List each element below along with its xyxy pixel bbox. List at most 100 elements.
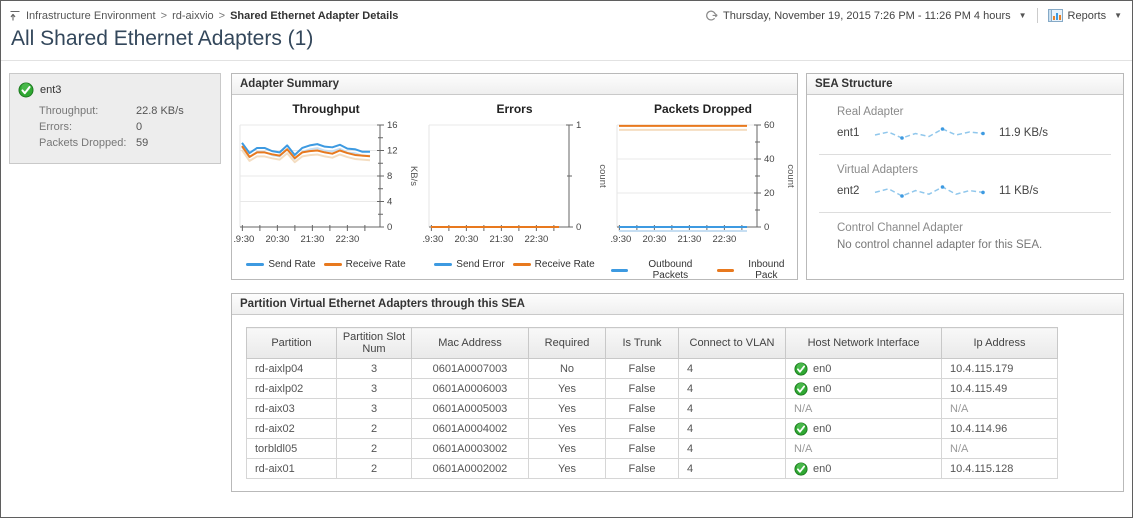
legend-swatch <box>512 263 531 266</box>
svg-text:0: 0 <box>576 222 581 233</box>
chart-legend: Send Error Receive Rate <box>423 259 607 270</box>
chart-legend: Send Rate Receive Rate <box>234 259 418 270</box>
sparkline <box>871 181 989 201</box>
divider <box>1036 8 1038 23</box>
chart-canvas: 0 1 count 19:30 20:30 21:30 22:30 <box>419 117 608 260</box>
legend-swatch <box>611 268 628 272</box>
cell-host-interface: en0 <box>785 418 942 439</box>
metric-label: Throughput: <box>39 105 99 117</box>
cell-is-trunk: False <box>605 378 679 399</box>
throughput-chart: Throughput 0 4 8 12 16 KB/s 19:30 20:30 21:30 22:… <box>230 100 419 281</box>
tile-metric-errors: Errors: 0 <box>39 121 212 133</box>
hierarchy-up-icon[interactable] <box>9 10 21 22</box>
svg-text:21:30: 21:30 <box>300 234 324 245</box>
cell-is-trunk: False <box>605 438 679 459</box>
metric-value: 59 <box>136 137 149 149</box>
column-header-required[interactable]: Required <box>528 327 606 359</box>
cell-host-interface: N/A <box>785 398 942 419</box>
svg-text:22:30: 22:30 <box>712 234 736 245</box>
adapter-tile-ent3[interactable]: ent3 Throughput: 22.8 KB/s Errors: 0 Pac… <box>9 73 221 164</box>
cell-required: Yes <box>528 458 606 479</box>
reports-menu[interactable]: Reports ▼ <box>1047 9 1122 22</box>
status-ok-icon <box>794 461 808 476</box>
legend-label: Send Rate <box>268 259 316 270</box>
cell-required: Yes <box>528 398 606 419</box>
time-range-label: Thursday, November 19, 2015 7:26 PM - 11… <box>723 9 1011 22</box>
legend-item: Send Rate <box>246 259 316 270</box>
svg-text:19:30: 19:30 <box>234 234 254 245</box>
breadcrumb-item-rd-aixvio[interactable]: rd-aixvio <box>172 9 214 22</box>
adapter-name: ent3 <box>40 84 62 96</box>
svg-text:8: 8 <box>387 171 392 182</box>
content-area: ent3 Throughput: 22.8 KB/s Errors: 0 Pac… <box>1 61 1132 492</box>
sea-control-channel-section: Control Channel Adapter No control chann… <box>819 213 1111 262</box>
reports-icon <box>1047 9 1063 22</box>
svg-text:20:30: 20:30 <box>454 234 478 245</box>
sea-virtual-adapters-section: Virtual Adapters ent2 11 KB/s <box>819 155 1111 213</box>
breadcrumb-separator: > <box>160 9 168 22</box>
cell-vlan: 4 <box>678 458 786 479</box>
cell-vlan: 4 <box>678 418 786 439</box>
svg-text:count: count <box>597 164 607 188</box>
adapter-rate-value: 11.9 KB/s <box>999 127 1049 139</box>
cell-partition: rd-aixlp02 <box>246 378 337 399</box>
breadcrumb-item-infrastructure-environment[interactable]: Infrastructure Environment <box>26 9 156 22</box>
cell-slot-num: 3 <box>336 398 412 419</box>
column-header-is-trunk[interactable]: Is Trunk <box>605 327 679 359</box>
table-row[interactable]: rd-aix01 2 0601A0002002 Yes False 4 en0 10.4.11… <box>246 458 1058 479</box>
legend-item: Receive Rate <box>323 259 406 270</box>
svg-text:21:30: 21:30 <box>489 234 513 245</box>
section-label: Control Channel Adapter <box>837 222 963 234</box>
column-header-partition[interactable]: Partition <box>246 327 337 359</box>
time-range-icon <box>704 9 718 22</box>
legend-item: Receive Rate <box>512 259 595 270</box>
cell-required: Yes <box>528 378 606 399</box>
cell-ip-address: N/A <box>941 438 1058 459</box>
cell-vlan: 4 <box>678 398 786 419</box>
cell-is-trunk: False <box>605 458 679 479</box>
cell-mac-address: 0601A0007003 <box>411 358 529 379</box>
metric-label: Packets Dropped: <box>39 137 127 149</box>
column-header-partition-slot-num[interactable]: Partition Slot Num <box>336 327 412 359</box>
table-row[interactable]: rd-aix02 2 0601A0004002 Yes False 4 en0 10.4.11… <box>246 418 1058 439</box>
cell-vlan: 4 <box>678 358 786 379</box>
interface-name: en0 <box>813 462 832 475</box>
cell-partition: rd-aix02 <box>246 418 337 439</box>
column-header-mac-address[interactable]: Mac Address <box>411 327 529 359</box>
chevron-down-icon: ▼ <box>1114 11 1122 20</box>
sea-real-adapter-section: Real Adapter ent1 11.9 KB/s <box>819 97 1111 155</box>
legend-item: Inbound Pack <box>716 259 795 281</box>
svg-text:20: 20 <box>764 188 775 199</box>
page-title: All Shared Ethernet Adapters (1) <box>1 27 1132 61</box>
table-row[interactable]: rd-aixlp02 3 0601A0006003 Yes False 4 en0 10.4.… <box>246 378 1058 399</box>
cell-partition: rd-aix03 <box>246 398 337 419</box>
column-header-ip-address[interactable]: Ip Address <box>941 327 1058 359</box>
cell-is-trunk: False <box>605 398 679 419</box>
svg-text:KB/s: KB/s <box>408 166 418 186</box>
column-header-connect-to-vlan[interactable]: Connect to VLAN <box>678 327 786 359</box>
adapter-link-ent1[interactable]: ent1 <box>837 127 860 139</box>
cell-slot-num: 2 <box>336 438 412 459</box>
adapter-link-ent2[interactable]: ent2 <box>837 185 860 197</box>
partition-table-panel: Partition Virtual Ethernet Adapters thro… <box>231 293 1124 492</box>
column-header-host-network-interface[interactable]: Host Network Interface <box>785 327 942 359</box>
table-row[interactable]: rd-aixlp04 3 0601A0007003 No False 4 en0 10.4.1… <box>246 358 1058 379</box>
section-label: Real Adapter <box>837 106 904 118</box>
time-range-selector[interactable]: Thursday, November 19, 2015 7:26 PM - 11… <box>704 9 1027 22</box>
adapter-rate-value: 11 KB/s <box>999 185 1039 197</box>
legend-item: Send Error <box>434 259 505 270</box>
chart-title: Throughput <box>292 102 360 116</box>
cell-mac-address: 0601A0005003 <box>411 398 529 419</box>
svg-text:20:30: 20:30 <box>265 234 289 245</box>
svg-text:22:30: 22:30 <box>524 234 548 245</box>
table-row[interactable]: torbldl05 2 0601A0003002 Yes False 4 N/A N/A <box>246 438 1058 459</box>
metric-value: 0 <box>136 121 143 133</box>
legend-swatch <box>246 263 265 266</box>
charts-row: Throughput 0 4 8 12 16 KB/s 19:30 20:30 21:30 22:… <box>230 95 797 281</box>
svg-text:count: count <box>785 164 795 188</box>
legend-label: Receive Rate <box>534 259 595 270</box>
status-ok-icon <box>794 361 808 376</box>
table-row[interactable]: rd-aix03 3 0601A0005003 Yes False 4 N/A N/A <box>246 398 1058 419</box>
svg-text:12: 12 <box>387 146 398 157</box>
cell-slot-num: 2 <box>336 418 412 439</box>
